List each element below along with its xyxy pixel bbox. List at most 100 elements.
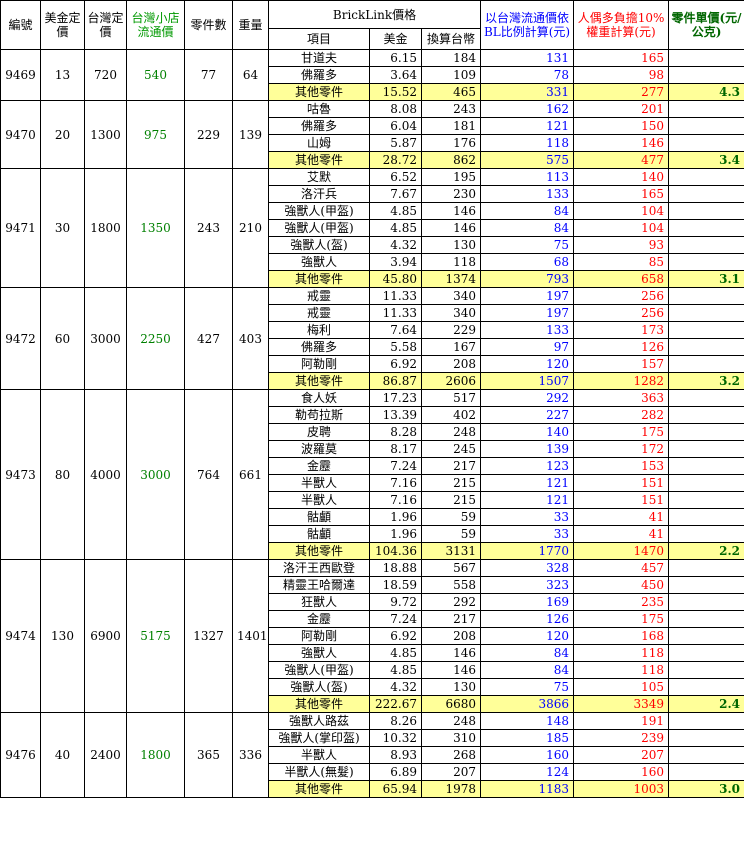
twd-cell: 146 [420,644,482,662]
weighted-cell: 85 [573,253,670,271]
item-cell: 半獸人 [268,474,370,492]
twd-cell: 340 [420,287,482,305]
twd-cell: 248 [420,712,482,730]
unit-price-cell: 3.4 [668,151,744,169]
item-cell: 其他零件 [268,270,370,288]
unit-price-empty-cell [668,423,744,441]
weighted-cell: 165 [573,49,670,67]
unit-price-empty-cell [668,355,744,373]
item-cell: 佛羅多 [268,66,370,84]
usd-cell: 9.72 [369,593,422,611]
twd-cell: 2606 [420,372,482,390]
ratio-cell: 126 [480,610,575,628]
twd-cell: 118 [420,253,482,271]
weighted-cell: 256 [573,287,670,305]
ratio-cell: 197 [480,287,575,305]
usd-cell: 3.64 [369,66,422,84]
weighted-cell: 118 [573,644,670,662]
item-cell: 其他零件 [268,151,370,169]
usd-cell: 65.94 [369,780,422,798]
item-cell: 狂獸人 [268,593,370,611]
ratio-cell: 140 [480,423,575,441]
usd-cell: 11.33 [369,287,422,305]
table-row: 梅利 7.64 229 133 173 [1,321,744,339]
weighted-cell: 165 [573,185,670,203]
ratio-cell: 133 [480,321,575,339]
header-item: 項目 [268,28,370,50]
item-cell: 金靂 [268,457,370,475]
table-row: 9470 20 1300 975 229 139 咕魯 8.08 243 162 201 [0,100,744,169]
item-cell: 半獸人 [268,746,370,764]
weighted-cell: 93 [573,236,670,254]
weighted-cell: 104 [573,219,670,237]
table-row: 阿勒剛 6.92 208 120 168 [1,627,744,645]
twd-cell: 130 [420,236,482,254]
item-cell: 戒靈 [268,304,370,322]
ratio-cell: 118 [480,134,575,152]
table-row: 強獸人(甲盔) 4.85 146 84 118 [1,661,744,679]
twd-cell: 207 [420,763,482,781]
header-unit-price: 零件單價(元/公克) [668,0,744,50]
table-row: 半獸人 7.16 215 121 151 [1,491,744,509]
twd-cell: 217 [420,610,482,628]
set-twd-price-cell: 6900 [84,559,127,713]
usd-cell: 86.87 [369,372,422,390]
twd-cell: 465 [420,83,482,101]
set-usd-price-cell: 130 [40,559,85,713]
set-twd-price-cell: 1800 [84,168,127,288]
item-cell: 半獸人(無髮) [268,763,370,781]
item-cell: 其他零件 [268,542,370,560]
ratio-cell: 331 [480,83,575,101]
ratio-cell: 1507 [480,372,575,390]
weighted-cell: 104 [573,202,670,220]
header-weight: 重量 [232,0,269,50]
twd-cell: 146 [420,219,482,237]
twd-cell: 130 [420,678,482,696]
set-id-cell: 9474 [0,559,41,713]
twd-cell: 146 [420,202,482,220]
ratio-cell: 120 [480,627,575,645]
twd-cell: 59 [420,508,482,526]
item-cell: 強獸人(甲盔) [268,661,370,679]
ratio-cell: 162 [480,100,575,118]
unit-price-empty-cell [668,253,744,271]
ratio-cell: 323 [480,576,575,594]
unit-price-empty-cell [668,610,744,628]
set-id-cell: 9473 [0,389,41,560]
weighted-cell: 1470 [573,542,670,560]
ratio-cell: 113 [480,168,575,186]
weighted-cell: 235 [573,593,670,611]
weighted-cell: 41 [573,508,670,526]
header-parts: 零件數 [184,0,233,50]
twd-cell: 248 [420,423,482,441]
ratio-cell: 139 [480,440,575,458]
weighted-cell: 150 [573,117,670,135]
table-row: 9476 40 2400 1800 365 336 強獸人路茲 8.26 248 148 191 [0,712,744,798]
unit-price-empty-cell [668,763,744,781]
header-id: 編號 [0,0,41,50]
table-row: 佛羅多 5.58 167 97 126 [1,338,744,356]
ratio-cell: 148 [480,712,575,730]
unit-price-empty-cell [668,321,744,339]
item-cell: 強獸人 [268,644,370,662]
set-weight-cell: 139 [232,100,269,169]
unit-price-empty-cell [668,236,744,254]
table-row: 其他零件 222.67 6680 3866 3349 2.4 [1,695,744,713]
usd-cell: 6.04 [369,117,422,135]
set-store-price-cell: 5175 [126,559,185,713]
ratio-cell: 75 [480,236,575,254]
table-row: 半獸人 8.93 268 160 207 [1,746,744,764]
unit-price-empty-cell [668,100,744,118]
item-cell: 強獸人(甲盔) [268,219,370,237]
unit-price-empty-cell [668,576,744,594]
ratio-cell: 169 [480,593,575,611]
table-row: 金靂 7.24 217 123 153 [1,457,744,475]
unit-price-empty-cell [668,406,744,424]
ratio-cell: 123 [480,457,575,475]
usd-cell: 4.32 [369,678,422,696]
unit-price-empty-cell [668,117,744,135]
weighted-cell: 477 [573,151,670,169]
unit-price-empty-cell [668,508,744,526]
header-bl-ratio: 以台灣流通價依BL比例計算(元) [480,0,575,50]
table-row: 其他零件 86.87 2606 1507 1282 3.2 [1,372,744,390]
